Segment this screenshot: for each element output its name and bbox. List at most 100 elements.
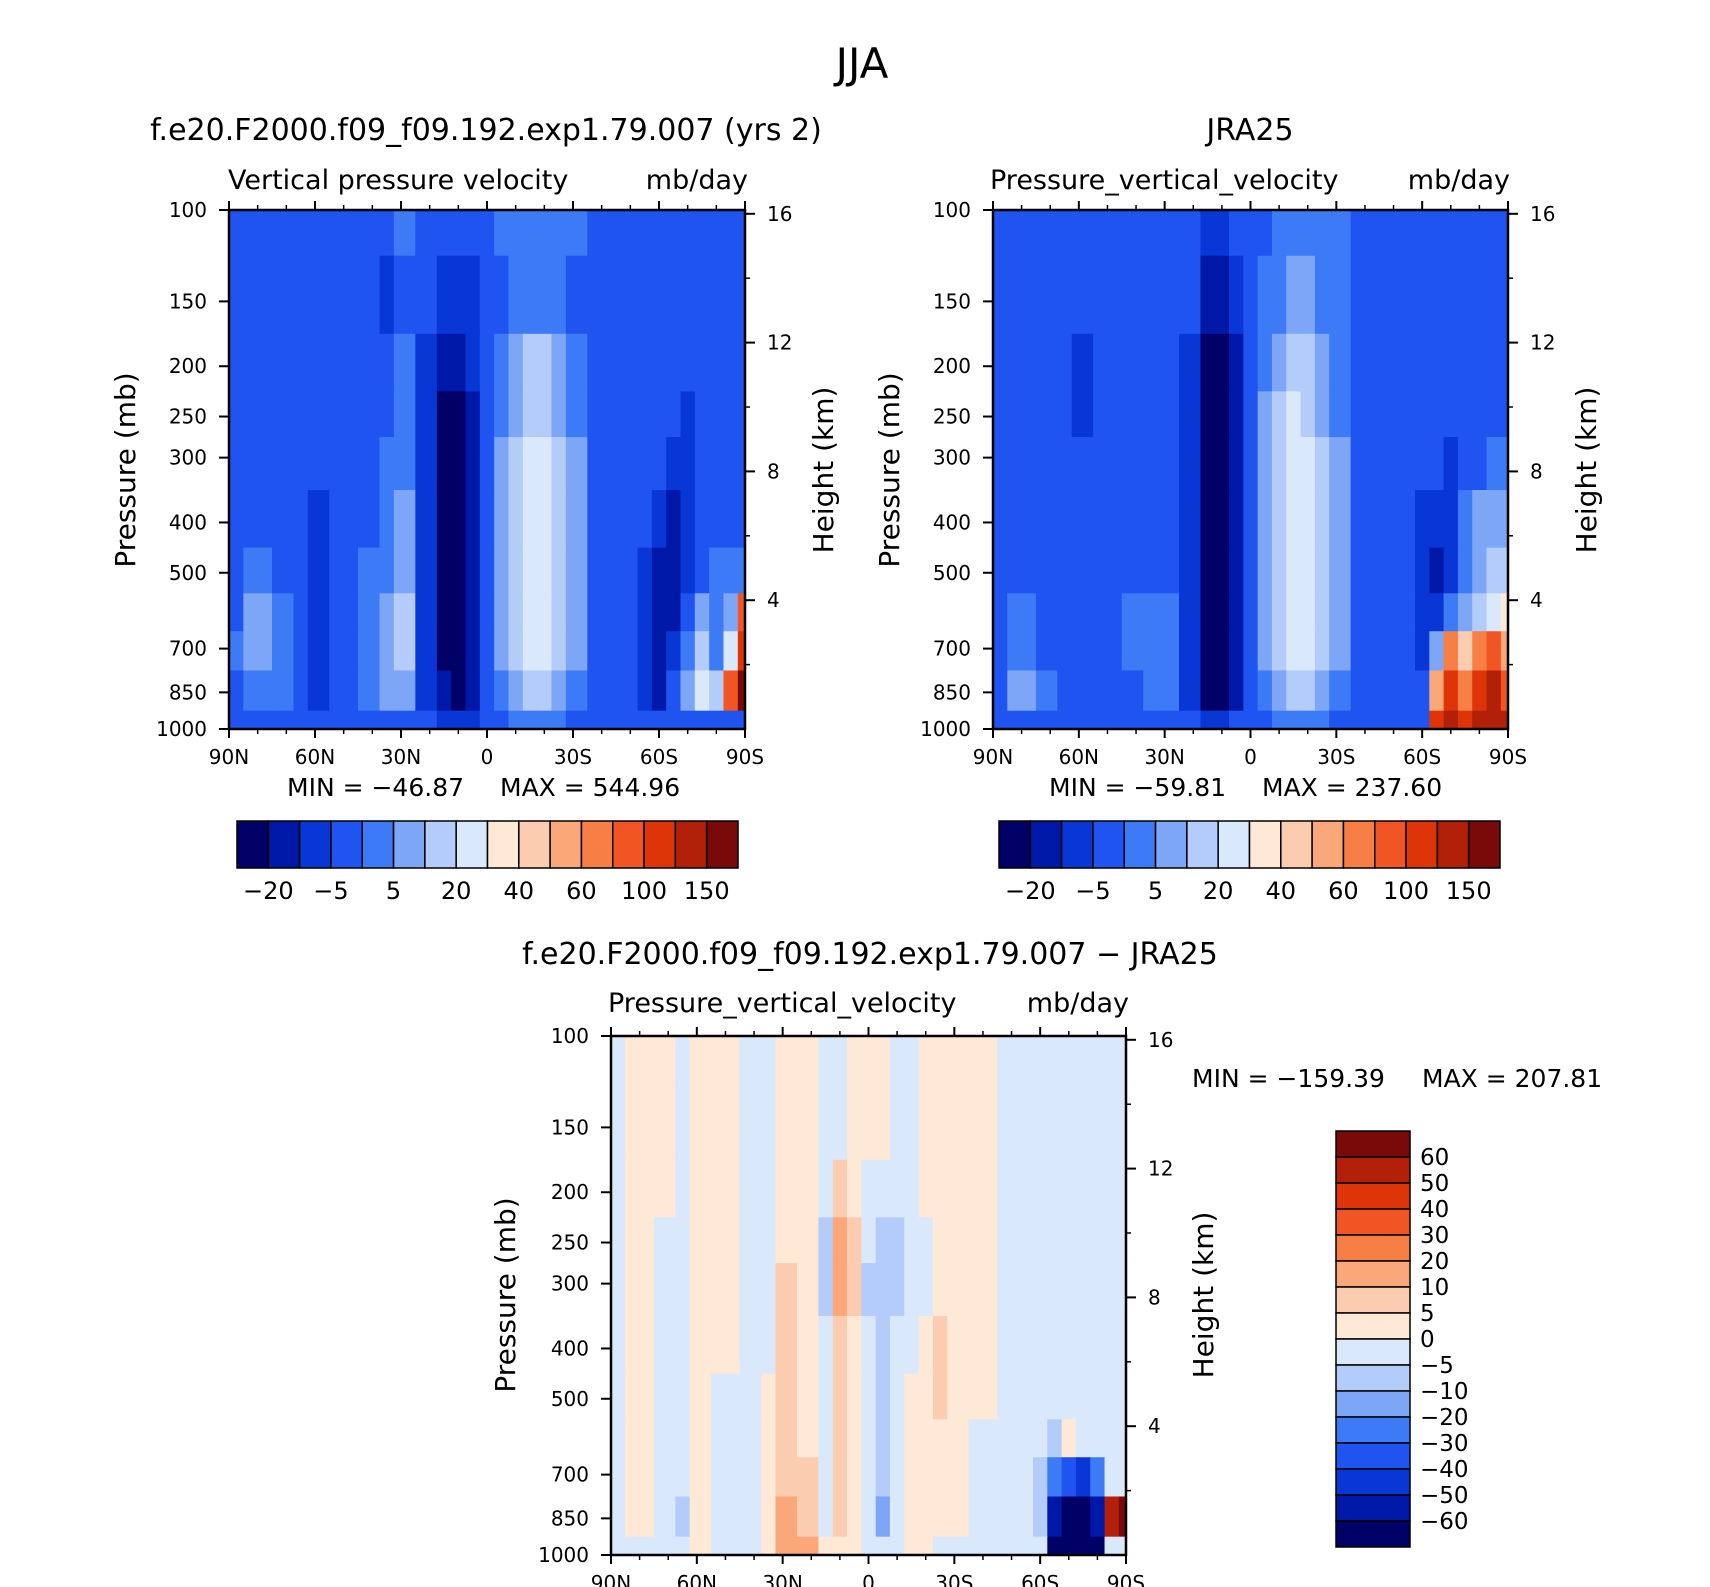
field-cell	[1035, 437, 1058, 491]
field-cell	[1033, 1457, 1048, 1498]
field-cell	[494, 255, 510, 335]
field-cell	[1443, 437, 1459, 491]
field-cell	[653, 1036, 676, 1083]
x-tick-label: 60N	[677, 1571, 717, 1587]
field-cell	[1286, 255, 1302, 335]
field-cell	[243, 670, 273, 712]
field-cell	[1486, 333, 1502, 392]
field-cell	[1178, 437, 1202, 491]
field-cell	[551, 210, 567, 257]
field-cell	[272, 210, 295, 257]
field-cell	[272, 631, 295, 672]
field-cell	[229, 255, 244, 335]
field-cell	[993, 631, 1008, 672]
field-cell	[675, 1496, 691, 1538]
x-tick-label: 90S	[1489, 745, 1527, 769]
colorbar-label: 5	[1420, 1301, 1435, 1327]
height-tick-label: 4	[1530, 588, 1543, 612]
colorbar-swatch	[1335, 1494, 1411, 1522]
field-cell	[1075, 1316, 1091, 1375]
field-cell	[1443, 670, 1459, 712]
field-cell	[1486, 547, 1502, 594]
field-cell	[818, 1457, 834, 1498]
field-cell	[479, 490, 495, 549]
field-cell	[861, 1036, 877, 1083]
field-cell	[1090, 1263, 1106, 1317]
field-cell	[694, 631, 710, 672]
field-cell	[947, 1316, 970, 1375]
field-cell	[1178, 670, 1202, 712]
field-cell	[329, 593, 359, 632]
panel-obs-subtitle-right: mb/day	[1408, 165, 1510, 196]
field-cell	[689, 1536, 712, 1555]
field-cell	[1061, 1536, 1077, 1555]
field-cell	[1243, 631, 1259, 672]
field-cell	[1093, 391, 1123, 438]
field-cell	[932, 1081, 948, 1161]
field-cell	[1035, 710, 1058, 729]
field-cell	[1143, 210, 1159, 257]
field-cell	[918, 1217, 934, 1264]
field-cell	[1143, 631, 1159, 672]
field-cell	[1472, 670, 1488, 712]
field-cell	[1271, 391, 1287, 438]
y-tick-label: 850	[169, 680, 207, 704]
field-cell	[307, 710, 330, 729]
y-tick-label: 100	[933, 198, 971, 222]
field-cell	[611, 1217, 626, 1264]
field-cell	[393, 255, 416, 335]
field-cell	[1071, 631, 1094, 672]
field-cell	[1093, 670, 1123, 712]
field-cell	[1214, 547, 1230, 594]
field-cell	[680, 490, 696, 549]
field-cell	[436, 437, 452, 491]
field-cell	[1071, 333, 1094, 392]
field-cell	[1033, 1373, 1048, 1420]
field-cell	[293, 333, 309, 392]
field-cell	[1350, 210, 1380, 257]
field-cell	[1057, 631, 1073, 672]
field-cell	[1047, 1036, 1063, 1083]
field-cell	[904, 1263, 920, 1317]
field-cell	[694, 670, 710, 712]
field-cell	[1007, 391, 1037, 438]
field-cell	[1457, 490, 1473, 549]
field-cell	[832, 1036, 848, 1083]
field-cell	[1047, 1536, 1063, 1555]
height-tick-label: 16	[1148, 1028, 1173, 1052]
field-cell	[875, 1373, 891, 1420]
field-cell	[1415, 333, 1430, 392]
field-cell	[1200, 670, 1216, 712]
field-cell	[272, 593, 295, 632]
field-cell	[1118, 1036, 1126, 1083]
field-cell	[1350, 710, 1380, 729]
field-cell	[1075, 1263, 1091, 1317]
field-cell	[1314, 670, 1330, 712]
field-cell	[1257, 670, 1273, 712]
field-cell	[436, 631, 452, 672]
field-cell	[1379, 391, 1402, 438]
field-cell	[1429, 333, 1445, 392]
field-cell	[1178, 490, 1202, 549]
field-cell	[616, 593, 639, 632]
field-cell	[889, 1217, 905, 1264]
panel-model-plot: 90N 60N 30N 0 30S 60S 90S 100 150 200 250 300 400 500…	[156, 198, 792, 769]
colorbar-label: 40	[1266, 877, 1297, 905]
field-cell	[1500, 437, 1508, 491]
field-cell	[1243, 437, 1259, 491]
field-cell	[1229, 547, 1244, 594]
field-cell	[1472, 255, 1488, 335]
field-cell	[709, 391, 725, 438]
field-cell	[775, 1263, 798, 1317]
colorbar-label: −20	[1420, 1405, 1469, 1431]
height-tick-label: 8	[1530, 459, 1543, 483]
field-cell	[1400, 593, 1416, 632]
field-cell	[1121, 710, 1144, 729]
field-cell	[918, 1536, 934, 1555]
field-cell	[565, 210, 588, 257]
field-cell	[611, 1081, 626, 1161]
field-cell	[1443, 547, 1459, 594]
field-cell	[229, 391, 244, 438]
field-cell	[947, 1373, 970, 1420]
height-tick-label: 16	[1530, 202, 1555, 226]
